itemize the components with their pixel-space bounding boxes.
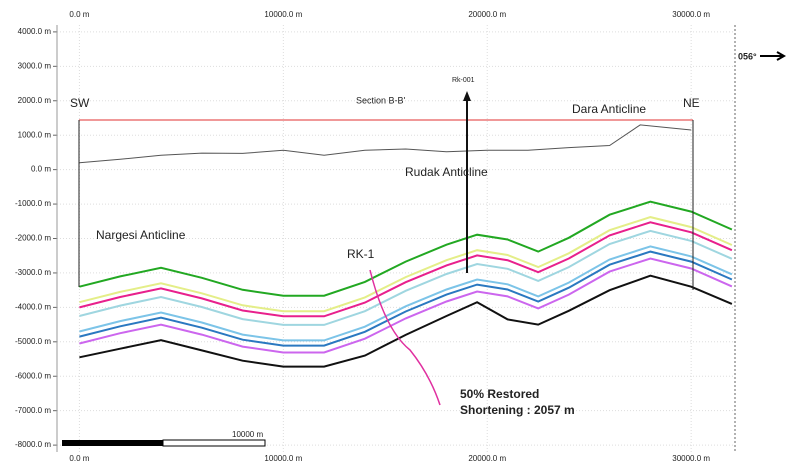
y-tick-label: -2000.0 m <box>15 234 51 243</box>
y-tick-label: -7000.0 m <box>15 406 51 415</box>
label: 10000 m <box>232 430 263 439</box>
horizon-line <box>79 124 692 164</box>
y-tick-label: -5000.0 m <box>15 337 51 346</box>
label: Rk-001 <box>452 77 475 84</box>
x-tick-label: 20000.0 m <box>468 454 506 463</box>
horizon-line <box>79 216 733 313</box>
label: Dara Anticline <box>572 102 646 116</box>
horizon-line <box>79 245 733 342</box>
label: Section B-B' <box>356 95 406 105</box>
y-tick-label: -4000.0 m <box>15 302 51 311</box>
horizon-line <box>79 274 733 368</box>
horizon-line <box>79 250 733 347</box>
horizon-line <box>79 229 733 326</box>
x-tick-label: 0.0 m <box>69 10 89 19</box>
y-tick-label: -8000.0 m <box>15 440 51 449</box>
label: Rudak Anticline <box>405 165 488 179</box>
label: Shortening : 2057 m <box>460 403 575 417</box>
y-tick-label: -1000.0 m <box>15 199 51 208</box>
x-tick-label: 30000.0 m <box>672 454 710 463</box>
y-tick-label: 3000.0 m <box>18 61 52 70</box>
y-tick-label: -3000.0 m <box>15 268 51 277</box>
overlay <box>56 25 787 452</box>
y-tick-label: 1000.0 m <box>18 130 52 139</box>
x-tick-label: 30000.0 m <box>672 10 710 19</box>
y-tick-label: -6000.0 m <box>15 371 51 380</box>
label: NE <box>683 96 700 110</box>
label: 50% Restored <box>460 387 539 401</box>
x-tick-label: 20000.0 m <box>468 10 506 19</box>
scale-bar-black <box>62 440 163 446</box>
label: 056° <box>738 51 757 61</box>
label: SW <box>70 96 90 110</box>
direction-arrow <box>760 51 787 61</box>
well-symbol <box>463 91 471 101</box>
y-tick-label: 2000.0 m <box>18 96 52 105</box>
horizon-line <box>79 200 733 297</box>
horizon-line <box>79 221 733 318</box>
x-tick-label: 10000.0 m <box>264 454 302 463</box>
x-tick-label: 10000.0 m <box>264 10 302 19</box>
y-tick-label: 4000.0 m <box>18 27 52 36</box>
x-tick-label: 0.0 m <box>69 454 89 463</box>
horizon-line <box>79 257 733 354</box>
label: Nargesi Anticline <box>96 228 186 242</box>
well-rk1 <box>369 269 441 406</box>
scale-bar-white <box>162 439 266 447</box>
y-tick-label: 0.0 m <box>31 165 51 174</box>
label: RK-1 <box>347 247 375 261</box>
